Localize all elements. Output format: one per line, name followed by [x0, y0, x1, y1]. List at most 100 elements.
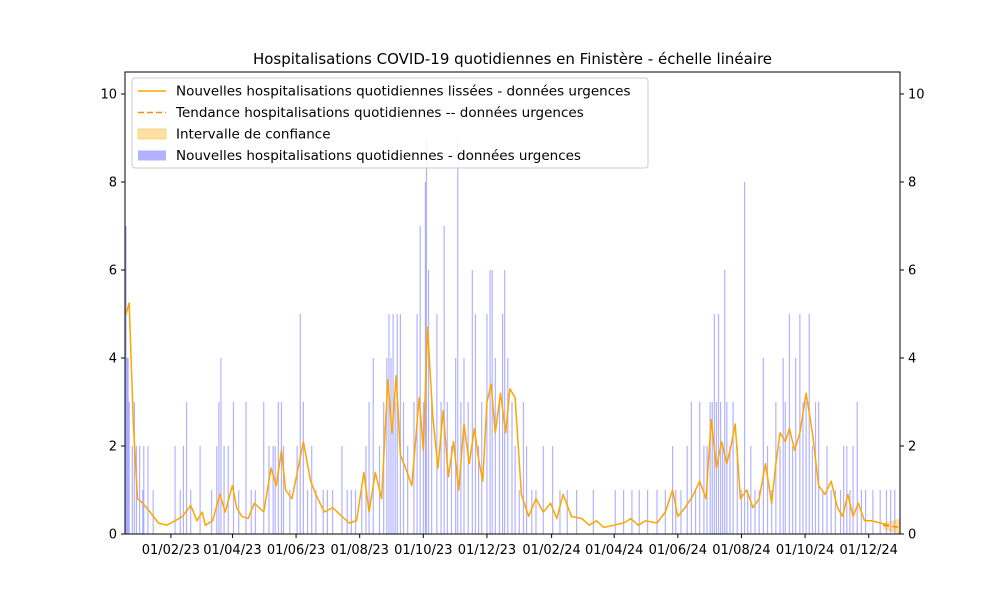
- daily-bar: [522, 402, 525, 534]
- y-tick-label-right: 8: [908, 176, 916, 191]
- daily-bar: [535, 490, 537, 534]
- daily-bar: [699, 402, 701, 534]
- daily-bar: [802, 402, 804, 534]
- y-tick-label-right: 4: [908, 352, 916, 367]
- daily-bar: [646, 490, 649, 534]
- daily-bar: [849, 490, 851, 534]
- daily-bar: [713, 314, 715, 534]
- daily-bar: [729, 446, 731, 534]
- daily-bar: [747, 490, 749, 534]
- daily-bar: [501, 314, 504, 534]
- daily-bar: [263, 402, 265, 534]
- daily-bar: [210, 490, 213, 534]
- daily-bar: [711, 402, 713, 534]
- x-tick-label: 01/12/24: [840, 543, 898, 558]
- daily-bar: [656, 490, 658, 534]
- daily-bar: [719, 402, 722, 534]
- smoothed-line: [125, 302, 889, 529]
- daily-bar: [232, 402, 235, 534]
- daily-bar: [227, 446, 229, 534]
- x-tick-label: 01/12/23: [458, 543, 516, 558]
- daily-bar: [717, 314, 720, 534]
- legend-label: Nouvelles hospitalisations quotidiennes …: [176, 84, 630, 100]
- y-tick-label-left: 8: [109, 176, 117, 191]
- daily-bar: [740, 490, 743, 534]
- daily-bar: [424, 182, 426, 534]
- x-tick-label: 01/10/23: [394, 543, 452, 558]
- daily-bar: [268, 446, 270, 534]
- x-tick-label: 01/02/24: [522, 543, 580, 558]
- daily-bar: [131, 446, 133, 534]
- daily-bar: [311, 446, 313, 534]
- daily-bar: [766, 446, 769, 534]
- daily-bar: [272, 446, 274, 534]
- legend-swatch-band: [137, 128, 167, 140]
- daily-bar: [846, 446, 848, 534]
- daily-bar: [440, 402, 442, 534]
- daily-bar: [542, 446, 544, 534]
- daily-bar: [799, 314, 801, 534]
- daily-bar: [782, 358, 784, 534]
- x-tick-label: 01/10/24: [776, 543, 834, 558]
- y-tick-label-left: 0: [109, 528, 117, 543]
- daily-bar: [818, 402, 820, 534]
- daily-bar: [788, 314, 791, 534]
- daily-bar: [302, 402, 304, 534]
- daily-bar: [805, 402, 807, 534]
- daily-bar: [885, 490, 888, 534]
- daily-bar: [254, 490, 256, 534]
- daily-bar: [675, 490, 677, 534]
- daily-bar: [419, 226, 421, 534]
- daily-bar: [709, 402, 711, 534]
- daily-bar: [478, 446, 480, 534]
- daily-bar: [326, 490, 328, 534]
- daily-bar: [431, 402, 433, 534]
- daily-bar: [507, 358, 509, 534]
- chart-title: Hospitalisations COVID-19 quotidiennes e…: [253, 50, 772, 68]
- daily-bar: [174, 446, 176, 534]
- daily-bar: [504, 270, 506, 534]
- y-tick-label-right: 2: [908, 440, 916, 455]
- daily-bar: [750, 446, 752, 534]
- daily-bar: [315, 490, 317, 534]
- daily-bar: [126, 358, 128, 534]
- daily-bar: [245, 402, 247, 534]
- daily-bar: [128, 402, 130, 534]
- x-tick-label: 01/04/23: [203, 543, 261, 558]
- daily-bar: [436, 314, 438, 534]
- daily-bar: [399, 314, 401, 534]
- daily-bar: [879, 490, 881, 534]
- daily-bar: [779, 446, 781, 534]
- x-tick-label: 01/04/24: [585, 543, 643, 558]
- daily-bar: [814, 402, 817, 534]
- daily-bar: [559, 490, 561, 534]
- legend-box: [131, 77, 649, 169]
- daily-bar: [514, 446, 516, 534]
- daily-bar: [427, 270, 430, 534]
- daily-bar: [306, 490, 309, 534]
- daily-bar: [216, 446, 218, 534]
- daily-bar: [494, 358, 496, 534]
- x-tick-label: 01/02/23: [142, 543, 200, 558]
- daily-bar: [147, 446, 149, 534]
- x-tick-label: 01/08/24: [712, 543, 770, 558]
- daily-bar: [143, 446, 145, 534]
- daily-bar: [127, 358, 129, 534]
- daily-bar: [218, 402, 220, 534]
- daily-bar: [361, 490, 363, 534]
- daily-bar: [390, 358, 392, 534]
- daily-bar: [223, 446, 225, 534]
- daily-bar: [592, 490, 594, 534]
- daily-bar: [486, 314, 488, 534]
- daily-bar: [566, 490, 568, 534]
- daily-bar: [407, 446, 409, 534]
- daily-bar: [139, 446, 141, 534]
- daily-bar: [402, 402, 405, 534]
- daily-bar: [185, 402, 188, 534]
- legend-label: Nouvelles hospitalisations quotidiennes …: [176, 148, 581, 164]
- daily-bar: [638, 490, 640, 534]
- daily-bar: [754, 490, 756, 534]
- daily-bar: [726, 402, 728, 534]
- y-tick-label-right: 6: [908, 264, 916, 279]
